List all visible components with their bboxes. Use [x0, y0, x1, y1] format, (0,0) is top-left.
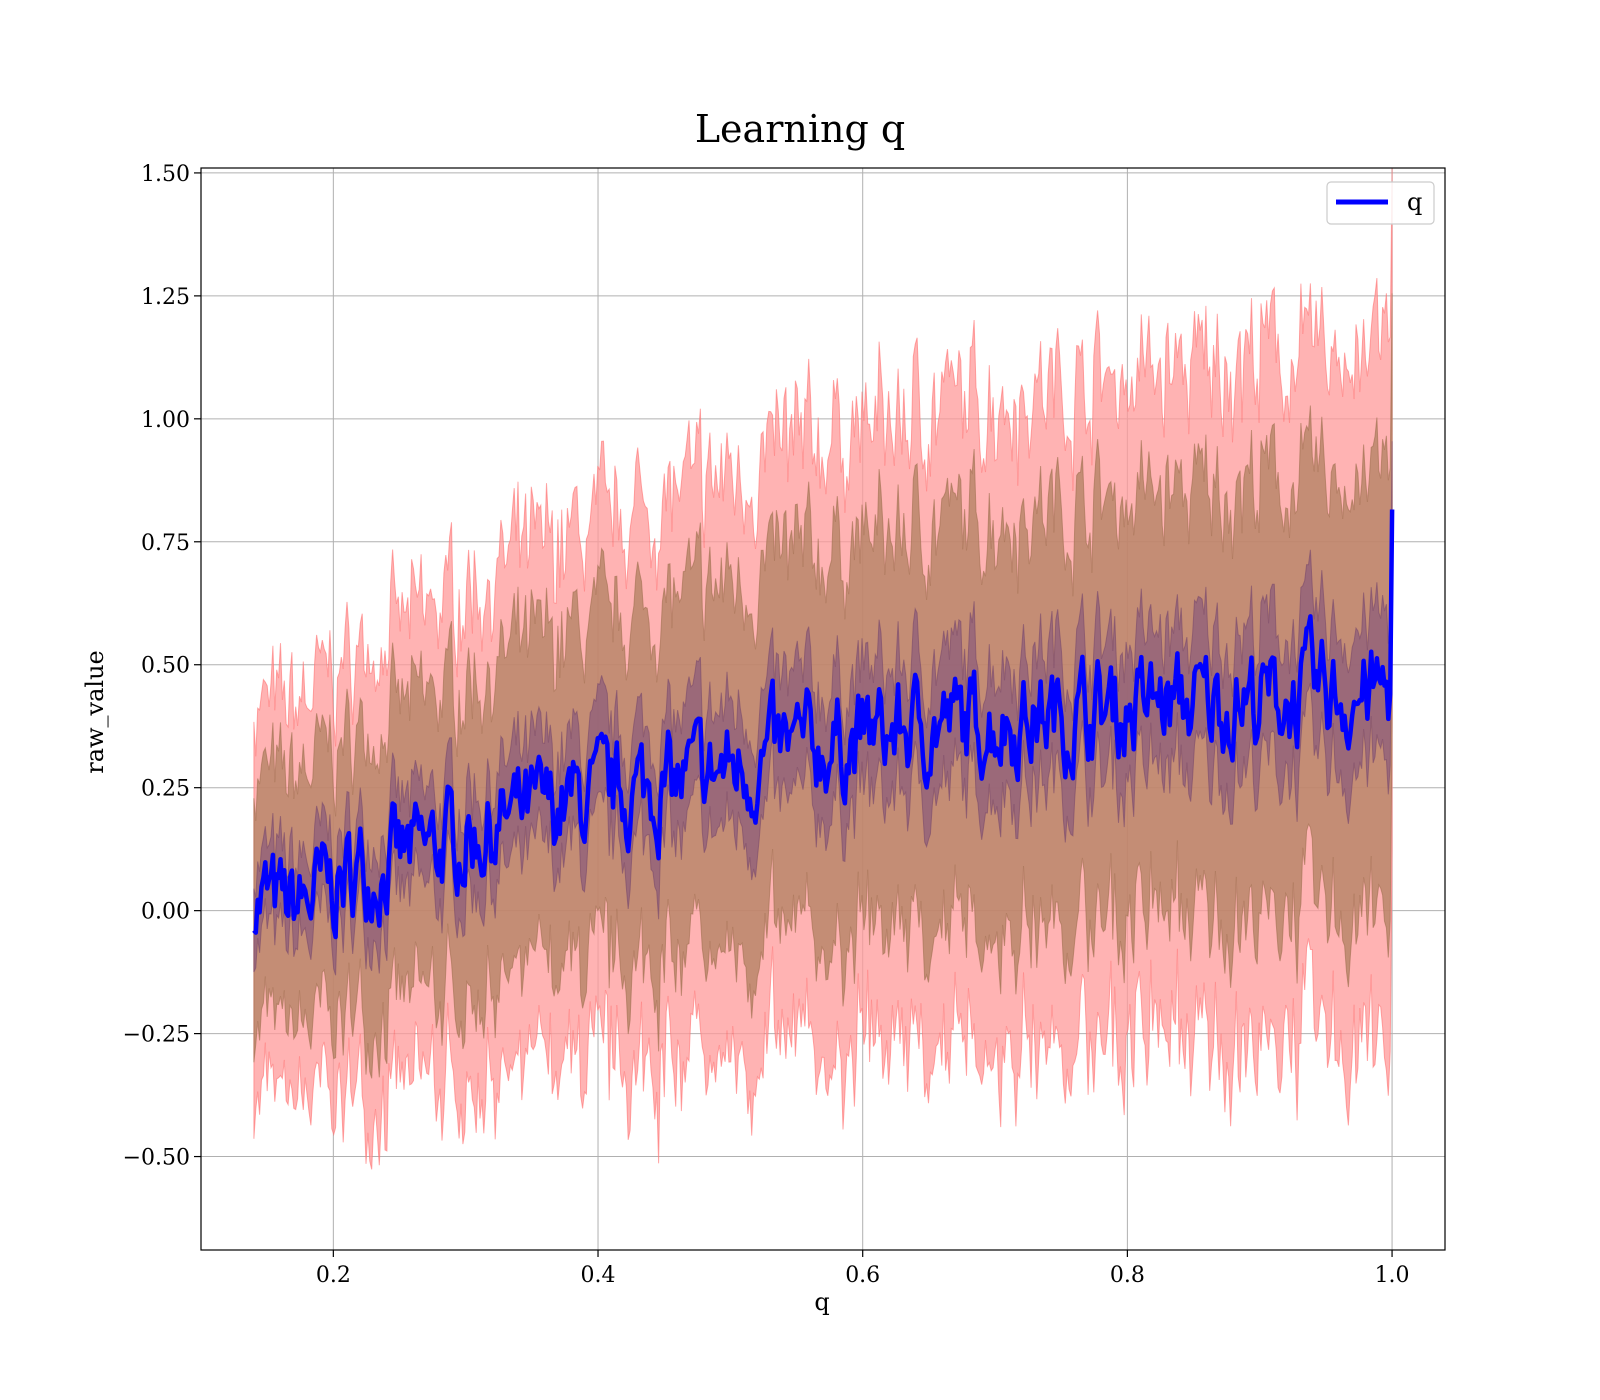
- x-tick-label: 0.6: [845, 1263, 880, 1288]
- x-tick-label: 1.0: [1375, 1263, 1410, 1288]
- series-line-q: [252, 509, 1395, 940]
- y-tick-label: 0.00: [141, 900, 190, 925]
- y-axis-label: raw_value: [81, 650, 109, 774]
- std-band-middle: [253, 293, 1393, 1079]
- x-tick-label: 0.8: [1110, 1263, 1145, 1288]
- x-axis-ticks: 0.2 0.4 0.6 0.8 1.0: [316, 1250, 1410, 1288]
- y-tick-label: −0.50: [123, 1146, 190, 1171]
- legend: q: [1326, 181, 1435, 225]
- y-tick-label: 0.50: [141, 654, 190, 679]
- y-tick-label: 0.25: [141, 777, 190, 802]
- x-tick-label: 0.4: [581, 1263, 616, 1288]
- x-tick-label: 0.2: [316, 1263, 351, 1288]
- x-axis-label: q: [814, 1288, 829, 1316]
- y-tick-label: 1.25: [141, 285, 190, 310]
- y-tick-label: −0.25: [123, 1023, 190, 1048]
- y-tick-label: 1.00: [141, 408, 190, 433]
- plot-frame: [200, 167, 1446, 1251]
- y-tick-label: 1.50: [141, 162, 190, 187]
- y-tick-label: 0.75: [141, 531, 190, 556]
- chart-title: Learning q: [695, 107, 905, 151]
- y-axis-ticks: −0.50 −0.25 0.00 0.25 0.50 0.75 1.00 1.25 1.50: [123, 162, 201, 1171]
- std-bands: [253, 168, 1393, 1170]
- mean-line-layer: [252, 509, 1395, 940]
- legend-label-q: q: [1407, 188, 1422, 216]
